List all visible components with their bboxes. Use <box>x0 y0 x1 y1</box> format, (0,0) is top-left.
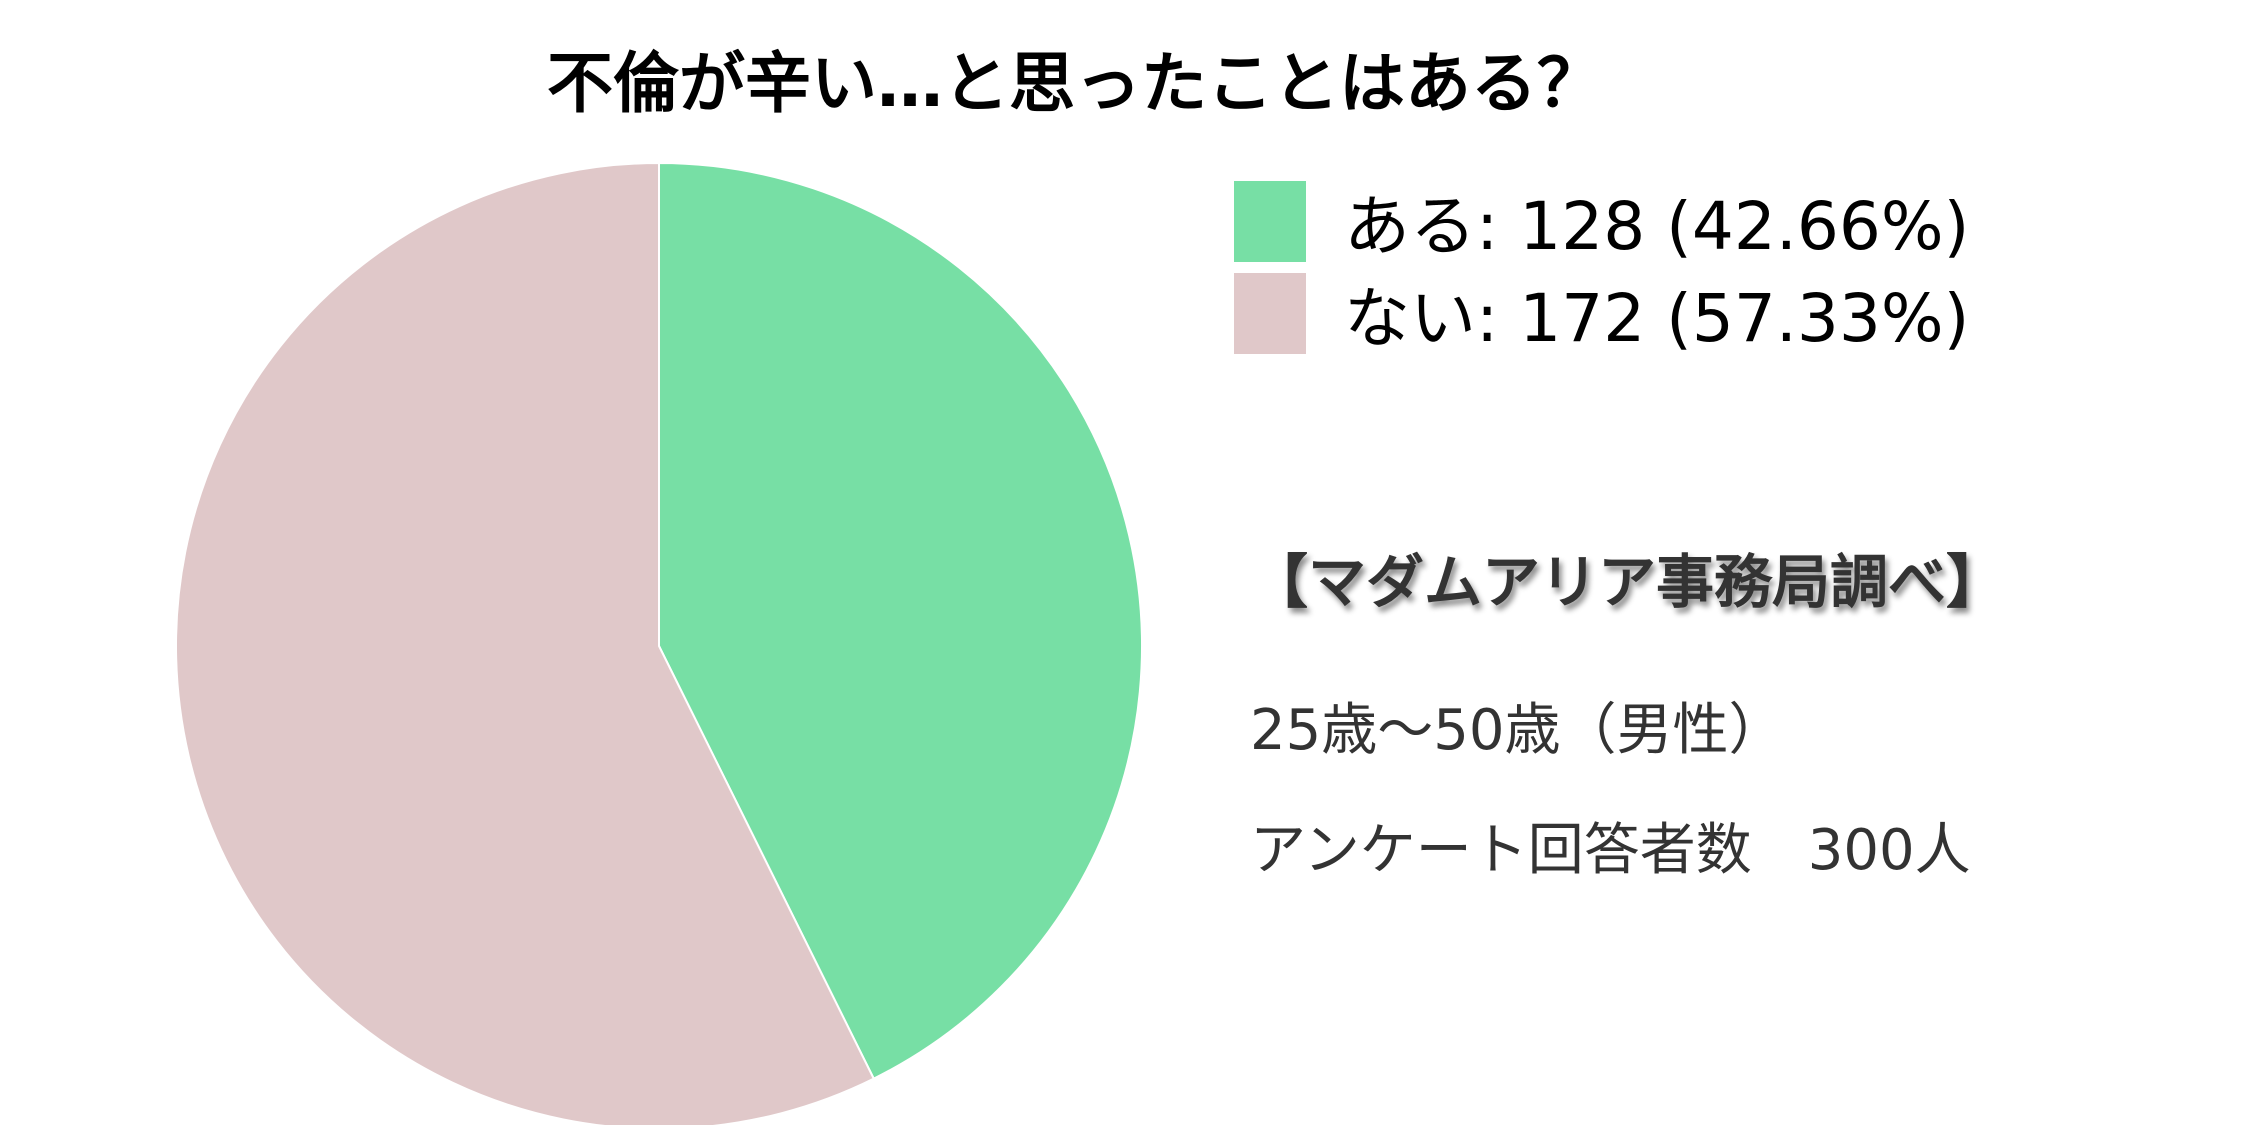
legend-label: ない: 172 (57.33%) <box>1344 280 1970 357</box>
pie-slice-aru <box>658 161 1143 1080</box>
legend-item-aru: ある: 128 (42.66%) <box>1234 173 1969 269</box>
source-note: 【マダムアリア事務局調べ】 <box>1250 548 2005 616</box>
legend-label: ある: 128 (42.66%) <box>1344 188 1970 265</box>
respondents-note: アンケート回答者数 300人 <box>1250 818 1971 883</box>
pie-chart <box>175 161 1143 1125</box>
legend-swatch <box>1234 180 1306 262</box>
legend-swatch <box>1234 272 1306 354</box>
pie-slice-nai <box>175 161 876 1125</box>
legend-item-nai: ない: 172 (57.33%) <box>1234 265 1969 361</box>
age-range-note: 25歳～50歳（男性） <box>1250 698 1785 763</box>
chart-title: 不倫が辛い…と思ったことはある？ <box>547 45 1603 122</box>
